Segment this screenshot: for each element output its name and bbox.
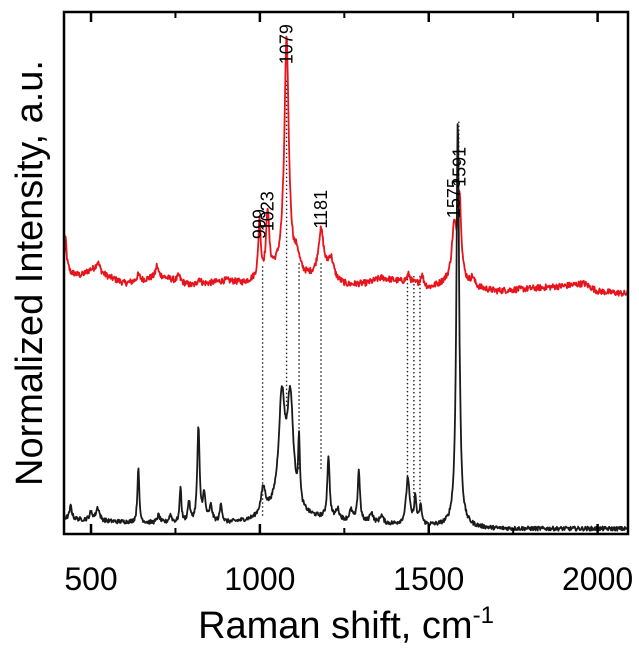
x-tick-label: 1500 xyxy=(393,561,464,597)
y-axis-label: Normalized Intensity, a.u. xyxy=(9,60,51,486)
peak-label: 1591 xyxy=(449,147,469,187)
x-axis-ticks: 500 1000 1500 2000 xyxy=(64,12,633,597)
plot-frame xyxy=(62,10,630,536)
x-tick-label: 2000 xyxy=(562,561,633,597)
spectrum-series-red xyxy=(63,35,629,297)
x-axis-label: Raman shift, cm-1 xyxy=(198,602,494,647)
peak-label: 1023 xyxy=(258,191,278,231)
x-tick-label: 500 xyxy=(64,561,117,597)
dotted-guide-lines xyxy=(261,79,460,516)
peak-label: 1181 xyxy=(311,190,331,229)
spectrum-series-black xyxy=(63,123,629,532)
spectra-series xyxy=(63,35,629,532)
peak-label: 999 xyxy=(250,209,270,239)
peak-label: 1575 xyxy=(444,178,464,218)
peak-label: 1079 xyxy=(277,24,297,64)
x-axis-label-superscript: -1 xyxy=(473,602,494,629)
x-tick-label: 1000 xyxy=(224,561,295,597)
